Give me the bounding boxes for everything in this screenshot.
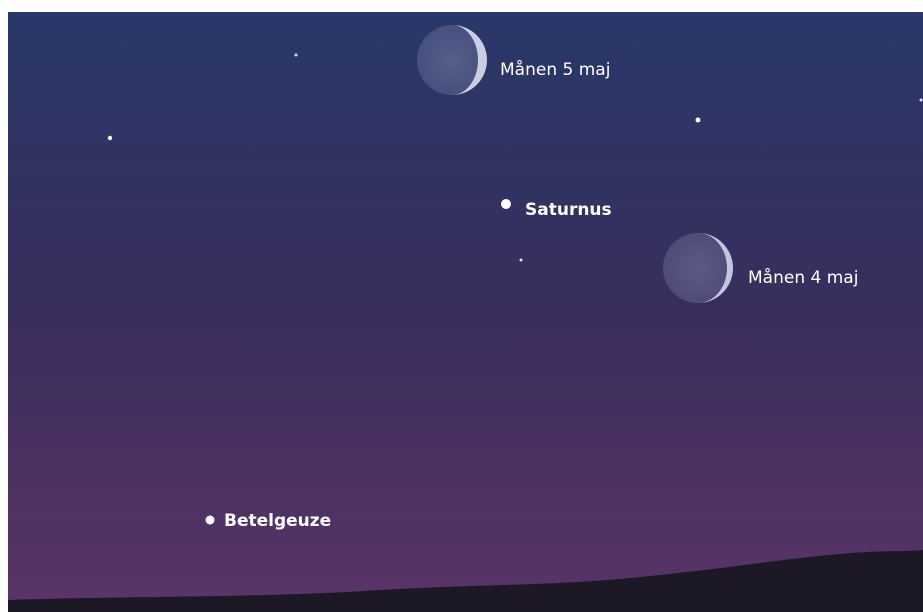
star-label: Betelgeuze [224,511,331,531]
star [108,136,112,140]
star [520,259,523,262]
planet-dot [501,199,511,209]
sky [8,12,923,612]
star [696,118,701,123]
star [920,99,923,102]
moon-label: Månen 5 maj [500,59,610,80]
planet-label: Saturnus [525,200,612,220]
sky-scene: Månen 5 maj Saturnus Månen 4 maj Betelge… [0,0,923,612]
sky-background [8,12,923,612]
star [295,54,298,57]
star-dot [206,516,215,525]
moon-label: Månen 4 maj [748,267,858,288]
